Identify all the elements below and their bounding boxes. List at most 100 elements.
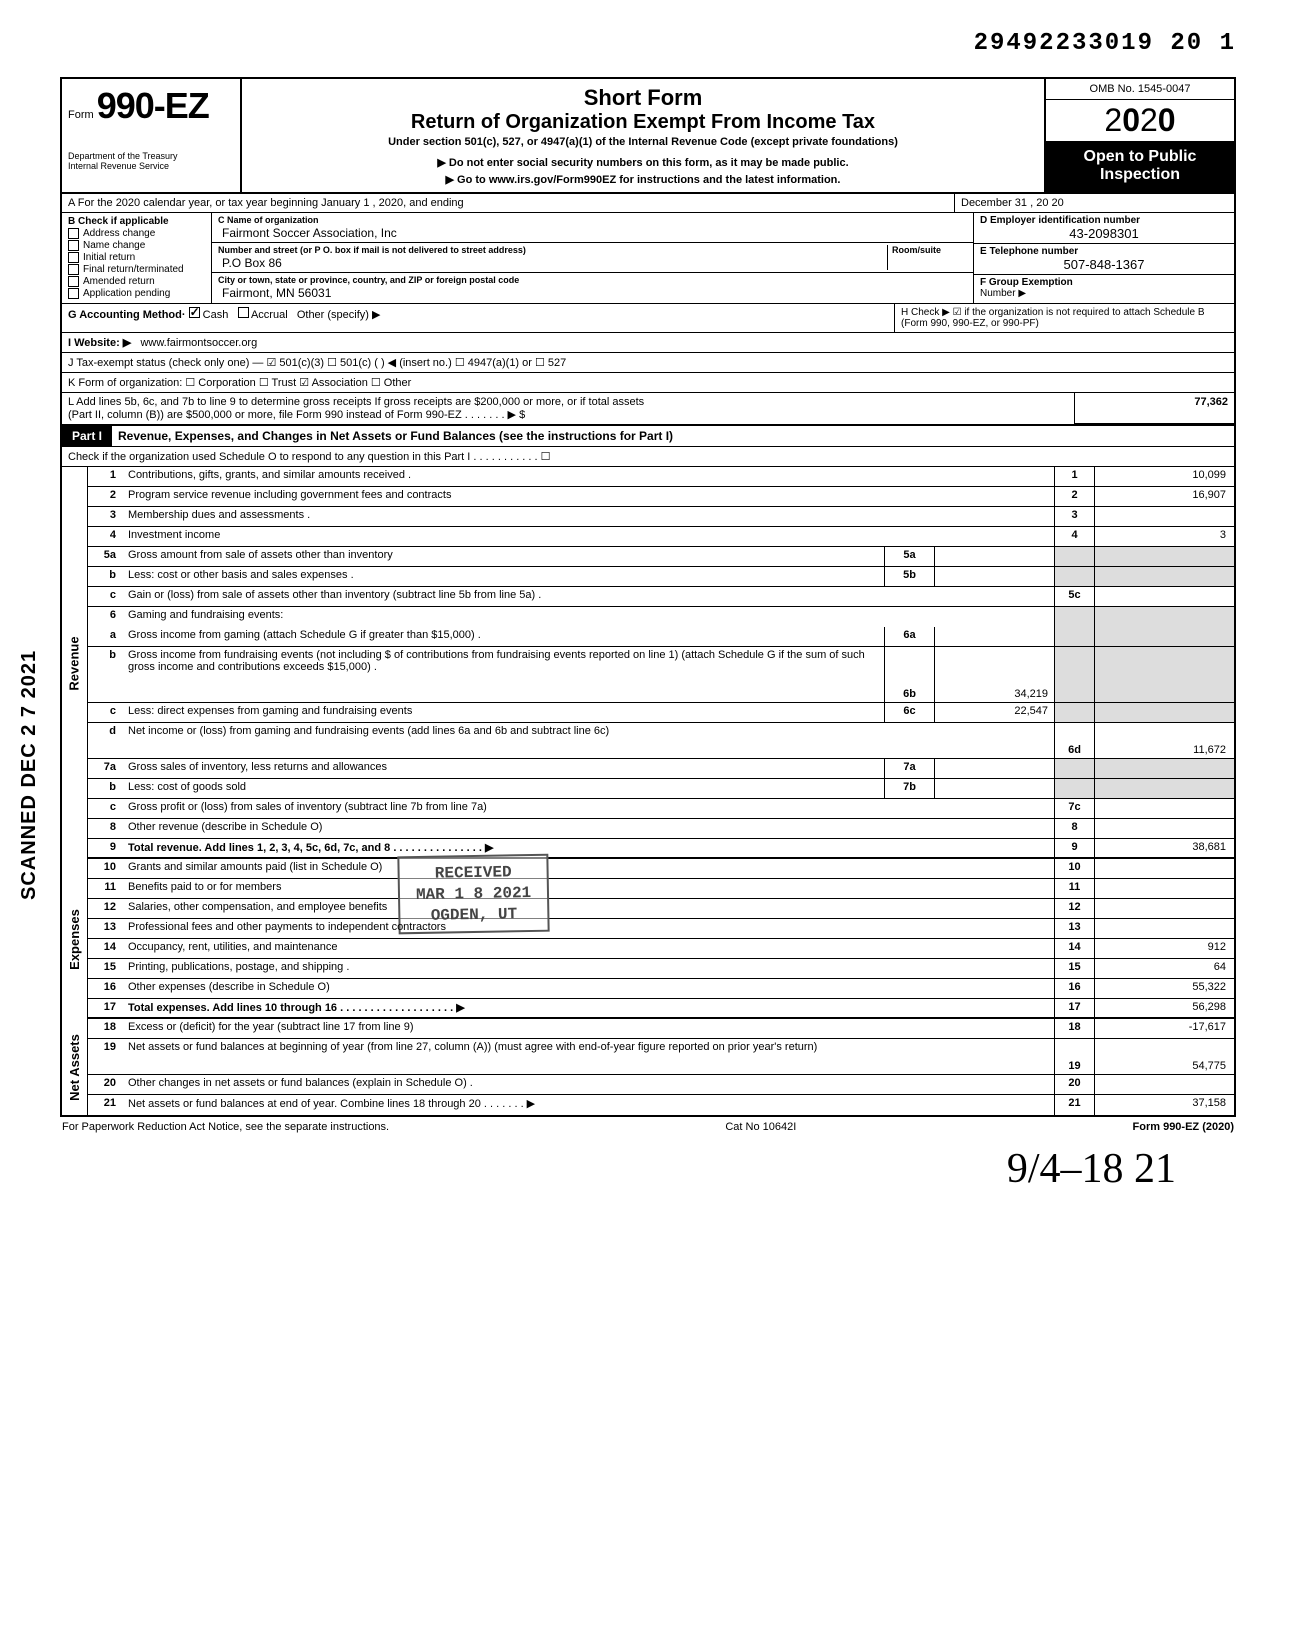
cb-amended[interactable] xyxy=(68,276,79,287)
line15-box: 15 xyxy=(1054,959,1094,978)
line7c-amt xyxy=(1094,799,1234,818)
lbl-name-change: Name change xyxy=(83,240,145,251)
line4-box: 4 xyxy=(1054,527,1094,546)
line12-desc: Salaries, other compensation, and employ… xyxy=(122,899,1054,918)
cb-name-change[interactable] xyxy=(68,240,79,251)
line5a-sub: 5a xyxy=(884,547,934,566)
line9-amt: 38,681 xyxy=(1094,839,1234,857)
open-line1: Open to Public xyxy=(1048,148,1232,166)
line7b-desc: Less: cost of goods sold xyxy=(122,779,884,798)
line7a-subval xyxy=(934,759,1054,778)
d-label: D Employer identification number xyxy=(980,215,1140,226)
line18-desc: Excess or (deficit) for the year (subtra… xyxy=(122,1019,1054,1038)
lbl-other: Other (specify) ▶ xyxy=(297,309,381,321)
line14-num: 14 xyxy=(88,939,122,958)
line7c-num: c xyxy=(88,799,122,818)
line11-desc: Benefits paid to or for members xyxy=(122,879,1054,898)
line7b-num: b xyxy=(88,779,122,798)
c-city-label: City or town, state or province, country… xyxy=(218,275,519,285)
line6a-subval xyxy=(934,627,1054,646)
dept-irs: Internal Revenue Service xyxy=(68,161,234,171)
line6c-desc: Less: direct expenses from gaming and fu… xyxy=(122,703,884,722)
line1-amt: 10,099 xyxy=(1094,467,1234,486)
line19-amt: 54,775 xyxy=(1094,1039,1234,1074)
line6c-num: c xyxy=(88,703,122,722)
line6d-desc: Net income or (loss) from gaming and fun… xyxy=(122,723,1054,758)
line6b-desc: Gross income from fundraising events (no… xyxy=(122,647,884,702)
handwritten-date: 9/4–18 21 xyxy=(60,1145,1236,1193)
line10-desc: Grants and similar amounts paid (list in… xyxy=(122,859,1054,878)
lbl-address-change: Address change xyxy=(83,228,155,239)
line5b-boxshade xyxy=(1054,567,1094,586)
line6-boxshade xyxy=(1054,607,1094,627)
section-bcdef: B Check if applicable Address change Nam… xyxy=(62,213,1234,304)
cb-final-return[interactable] xyxy=(68,264,79,275)
l-text2: (Part II, column (B)) are $500,000 or mo… xyxy=(68,408,1068,421)
part1-header: Part I Revenue, Expenses, and Changes in… xyxy=(62,426,1234,447)
line20-box: 20 xyxy=(1054,1075,1094,1094)
h-schedule-b: H Check ▶ ☑ if the organization is not r… xyxy=(894,304,1234,332)
line8-num: 8 xyxy=(88,819,122,838)
line6c-sub: 6c xyxy=(884,703,934,722)
line1-box: 1 xyxy=(1054,467,1094,486)
line13-amt xyxy=(1094,919,1234,938)
revenue-label: Revenue xyxy=(62,467,88,859)
lbl-cash: Cash xyxy=(203,309,229,321)
line7a-sub: 7a xyxy=(884,759,934,778)
cb-initial-return[interactable] xyxy=(68,252,79,263)
cb-address-change[interactable] xyxy=(68,228,79,239)
line10-num: 10 xyxy=(88,859,122,878)
line21-amt: 37,158 xyxy=(1094,1095,1234,1115)
line5c-box: 5c xyxy=(1054,587,1094,606)
line18-box: 18 xyxy=(1054,1019,1094,1038)
omb-number: OMB No. 1545-0047 xyxy=(1046,79,1234,100)
website-url: www.fairmontsoccer.org xyxy=(140,337,257,349)
c-addr-label: Number and street (or P O. box if mail i… xyxy=(218,245,526,255)
line5b-num: b xyxy=(88,567,122,586)
form-number-box: Form 990-EZ Department of the Treasury I… xyxy=(62,79,242,192)
f-label2: Number ▶ xyxy=(980,288,1026,299)
page-footer: For Paperwork Reduction Act Notice, see … xyxy=(60,1117,1236,1137)
line6-desc: Gaming and fundraising events: xyxy=(122,607,1054,627)
line6-amtshade xyxy=(1094,607,1234,627)
col-b-checkboxes: B Check if applicable Address change Nam… xyxy=(62,213,212,303)
line4-amt: 3 xyxy=(1094,527,1234,546)
line12-num: 12 xyxy=(88,899,122,918)
cb-cash[interactable] xyxy=(189,307,200,318)
line20-desc: Other changes in net assets or fund bala… xyxy=(122,1075,1054,1094)
row-i-website: I Website: ▶ www.fairmontsoccer.org xyxy=(62,333,1234,353)
netassets-label: Net Assets xyxy=(62,1019,88,1115)
b-header: B Check if applicable xyxy=(68,216,205,227)
line5b-desc: Less: cost or other basis and sales expe… xyxy=(122,567,884,586)
line20-amt xyxy=(1094,1075,1234,1094)
line7b-amtshade xyxy=(1094,779,1234,798)
line13-desc: Professional fees and other payments to … xyxy=(122,919,1054,938)
line14-amt: 912 xyxy=(1094,939,1234,958)
line1-desc: Contributions, gifts, grants, and simila… xyxy=(122,467,1054,486)
line6-num: 6 xyxy=(88,607,122,627)
line2-amt: 16,907 xyxy=(1094,487,1234,506)
line17-desc: Total expenses. Add lines 10 through 16 … xyxy=(122,999,1054,1017)
line5a-num: 5a xyxy=(88,547,122,566)
col-c-org-info: C Name of organization Fairmont Soccer A… xyxy=(212,213,974,303)
i-label: I Website: ▶ xyxy=(68,337,131,349)
line5a-desc: Gross amount from sale of assets other t… xyxy=(122,547,884,566)
line15-amt: 64 xyxy=(1094,959,1234,978)
lbl-app-pending: Application pending xyxy=(83,288,170,299)
line11-num: 11 xyxy=(88,879,122,898)
line7c-box: 7c xyxy=(1054,799,1094,818)
line9-num: 9 xyxy=(88,839,122,857)
line10-amt xyxy=(1094,859,1234,878)
footer-mid: Cat No 10642I xyxy=(725,1121,796,1133)
line6b-num: b xyxy=(88,647,122,702)
header-right: OMB No. 1545-0047 2020 Open to Public In… xyxy=(1044,79,1234,192)
open-to-public: Open to Public Inspection xyxy=(1046,142,1234,192)
line21-num: 21 xyxy=(88,1095,122,1115)
line3-desc: Membership dues and assessments . xyxy=(122,507,1054,526)
line7a-num: 7a xyxy=(88,759,122,778)
row-l-gross-receipts: L Add lines 5b, 6c, and 7b to line 9 to … xyxy=(62,393,1234,426)
line4-num: 4 xyxy=(88,527,122,546)
cb-accrual[interactable] xyxy=(238,307,249,318)
org-address: P.O Box 86 xyxy=(218,256,282,270)
cb-app-pending[interactable] xyxy=(68,288,79,299)
